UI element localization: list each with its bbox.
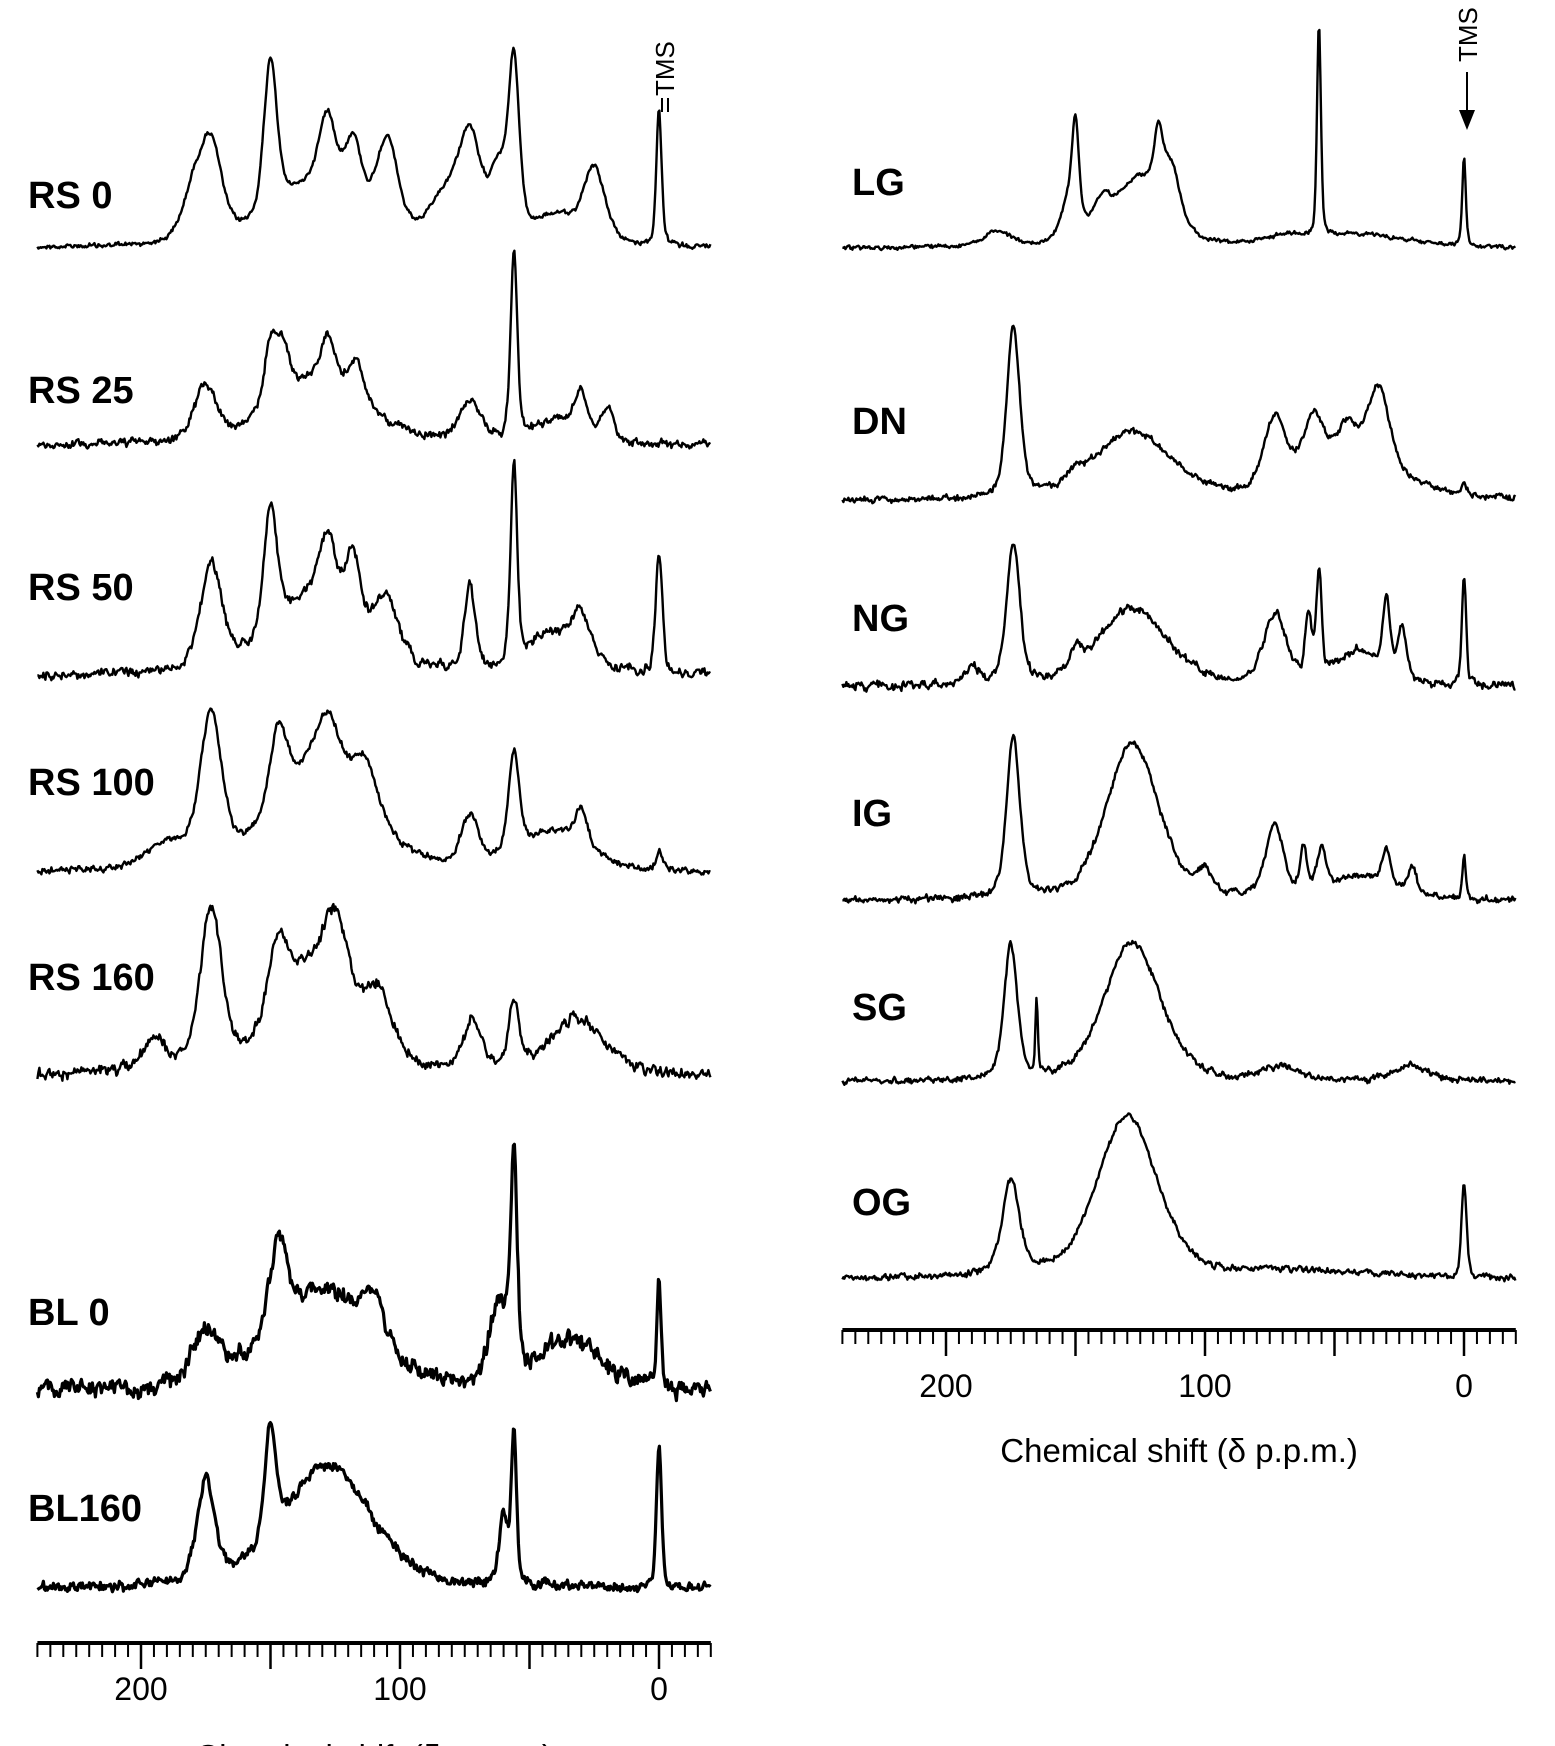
spectrum-trace xyxy=(841,324,1517,505)
right-panel: LG DN NG IG SG OG 200 100 0 Chemical shift (δ p.p… xyxy=(841,7,1517,1469)
spectrum-label: DN xyxy=(852,401,907,443)
spectrum-label: RS 50 xyxy=(28,567,134,609)
spectrum-label: IG xyxy=(852,793,892,835)
x-axis-title: Chemical shift (δ p.p.m.) xyxy=(1000,1432,1358,1469)
spectrum-trace xyxy=(36,1421,712,1594)
spectrum-trace xyxy=(35,1142,712,1403)
spectrum-trace xyxy=(842,28,1517,252)
spectrum-label: RS 25 xyxy=(28,370,134,412)
spectrum-label: NG xyxy=(852,598,909,640)
spectrum-trace xyxy=(37,458,712,682)
spectrum-label: OG xyxy=(852,1182,911,1224)
tms-label: TMS xyxy=(1453,7,1483,62)
tms-label: TMS xyxy=(650,41,680,96)
spectrum-trace xyxy=(36,46,712,250)
spectrum-trace xyxy=(841,939,1516,1086)
spectrum-label: LG xyxy=(852,162,905,204)
tick-label: 200 xyxy=(919,1368,972,1404)
spectrum-trace xyxy=(36,249,712,450)
tick-label: 0 xyxy=(1455,1368,1473,1404)
spectrum-label: BL 0 xyxy=(28,1292,110,1334)
tick-label: 200 xyxy=(114,1671,167,1707)
spectrum-trace xyxy=(36,902,712,1082)
spectrum-label: RS 100 xyxy=(28,762,155,804)
spectrum-trace xyxy=(36,707,711,876)
x-axis-title: Chemical shift (δ p.p.m.) xyxy=(195,1738,553,1746)
spectrum-trace xyxy=(841,1112,1517,1283)
tick-label: 100 xyxy=(1178,1368,1231,1404)
spectrum-label: BL160 xyxy=(28,1488,142,1530)
spectrum-label: RS 0 xyxy=(28,175,112,217)
spectrum-label: RS 160 xyxy=(28,957,155,999)
spectrum-trace xyxy=(841,543,1516,693)
spectrum-trace xyxy=(842,733,1517,905)
tick-label: 100 xyxy=(373,1671,426,1707)
tick-label: 0 xyxy=(650,1671,668,1707)
spectrum-label: SG xyxy=(852,987,907,1029)
tms-arrow-head-icon xyxy=(1459,110,1475,130)
left-panel: RS 0 RS 25 RS 50 RS 100 RS 160 BL 0 BL160 200 10… xyxy=(28,41,712,1746)
